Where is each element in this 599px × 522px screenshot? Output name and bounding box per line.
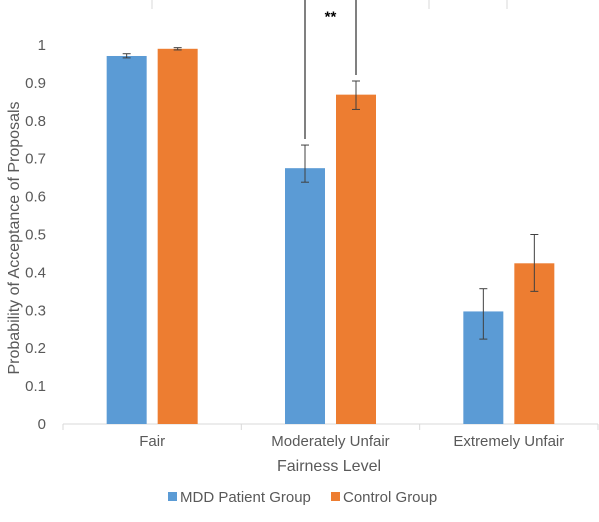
y-tick-label: 0.9: [25, 75, 46, 92]
x-tick-label: Fair: [139, 433, 165, 450]
bar: [285, 168, 325, 424]
top-tick-marks: [151, 0, 508, 9]
bar: [106, 55, 147, 425]
legend-swatch: [331, 492, 340, 501]
y-tick-label: 0.7: [25, 151, 46, 168]
bars: [106, 48, 555, 425]
significance-bracket: [304, 0, 357, 140]
y-tick-label: 0.5: [25, 227, 46, 244]
bar: [157, 48, 198, 424]
y-tick-label: 0.4: [25, 264, 46, 281]
y-axis-ticks: 0 0.1 0.2 0.3 0.4 0.5 0.6 0.7 0.8 0.9 1: [25, 37, 46, 433]
y-tick-label: 0.1: [25, 378, 46, 395]
legend-label: MDD Patient Group: [180, 489, 311, 506]
x-tick-label: Extremely Unfair: [453, 433, 564, 450]
y-tick-label: 0.8: [25, 113, 46, 130]
bar: [336, 94, 376, 425]
y-axis-title: Probability of Acceptance of Proposals: [6, 101, 23, 374]
significance-annotation: **: [304, 0, 357, 140]
x-tick-label: Moderately Unfair: [271, 433, 389, 450]
significance-label: **: [325, 9, 337, 26]
x-axis-title: Fairness Level: [277, 458, 381, 475]
y-tick-label: 0.6: [25, 189, 46, 206]
y-tick-label: 0.2: [25, 340, 46, 357]
legend-label: Control Group: [343, 489, 437, 506]
x-axis: Fair Moderately Unfair Extremely Unfair: [62, 423, 599, 450]
y-tick-label: 0: [38, 416, 46, 433]
error-bars: [122, 47, 539, 340]
legend-swatch: [168, 492, 177, 501]
legend: MDD Patient Group Control Group: [168, 489, 437, 506]
y-tick-label: 0.3: [25, 302, 46, 319]
y-tick-label: 1: [38, 37, 46, 54]
